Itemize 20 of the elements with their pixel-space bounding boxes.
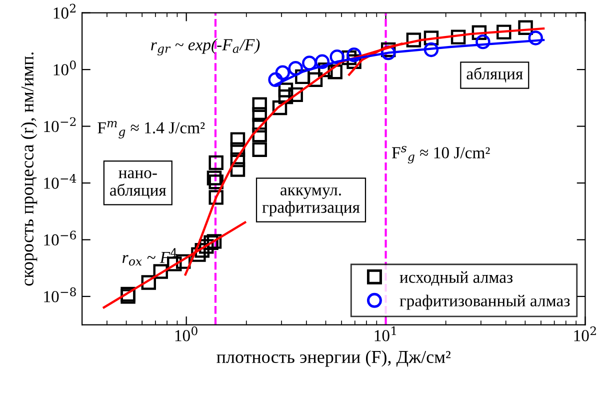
x-tick-label: 10$^{0}$ (175, 326, 198, 342)
y-tick-label: 10$^{−2}$ (44, 117, 76, 132)
annotation: r$_{gr}$ ~ exp(-F$_{a}$/F) (151, 38, 260, 56)
y-tick-label: 10$^{−8}$ (44, 287, 76, 302)
legend-label: графитизованный алмаз (400, 294, 570, 310)
ref-line-label: F$^{m}$$_{g}$ ≈ 1.4 J/cm² (98, 120, 205, 138)
annotation: нано- абляция (110, 170, 166, 199)
y-tick-label: 10$^{0}$ (54, 60, 76, 76)
legend-label: исходный алмаз (400, 271, 513, 286)
x-tick-label: 10$^{1}$ (374, 326, 396, 342)
y-axis-title: скорость процесса (r), нм/имп. (20, 52, 38, 286)
annotation: аккумул. графитизация (262, 187, 360, 216)
annotation: абляция (466, 67, 523, 82)
annotation: r$_{ox}$ ~ F$^{4}$ (122, 248, 178, 266)
y-tick-label: 10$^{−4}$ (44, 174, 76, 189)
ref-line-label: F$^{s}$$_{g}$ ≈ 10 J/cm² (392, 146, 490, 164)
y-tick-label: 10$^{−6}$ (44, 230, 76, 246)
x-axis-title: плотность энергии (F), Дж/см² (216, 350, 451, 367)
y-tick-label: 10$^{2}$ (54, 4, 76, 19)
x-tick-label: 10$^{2}$ (574, 326, 596, 342)
